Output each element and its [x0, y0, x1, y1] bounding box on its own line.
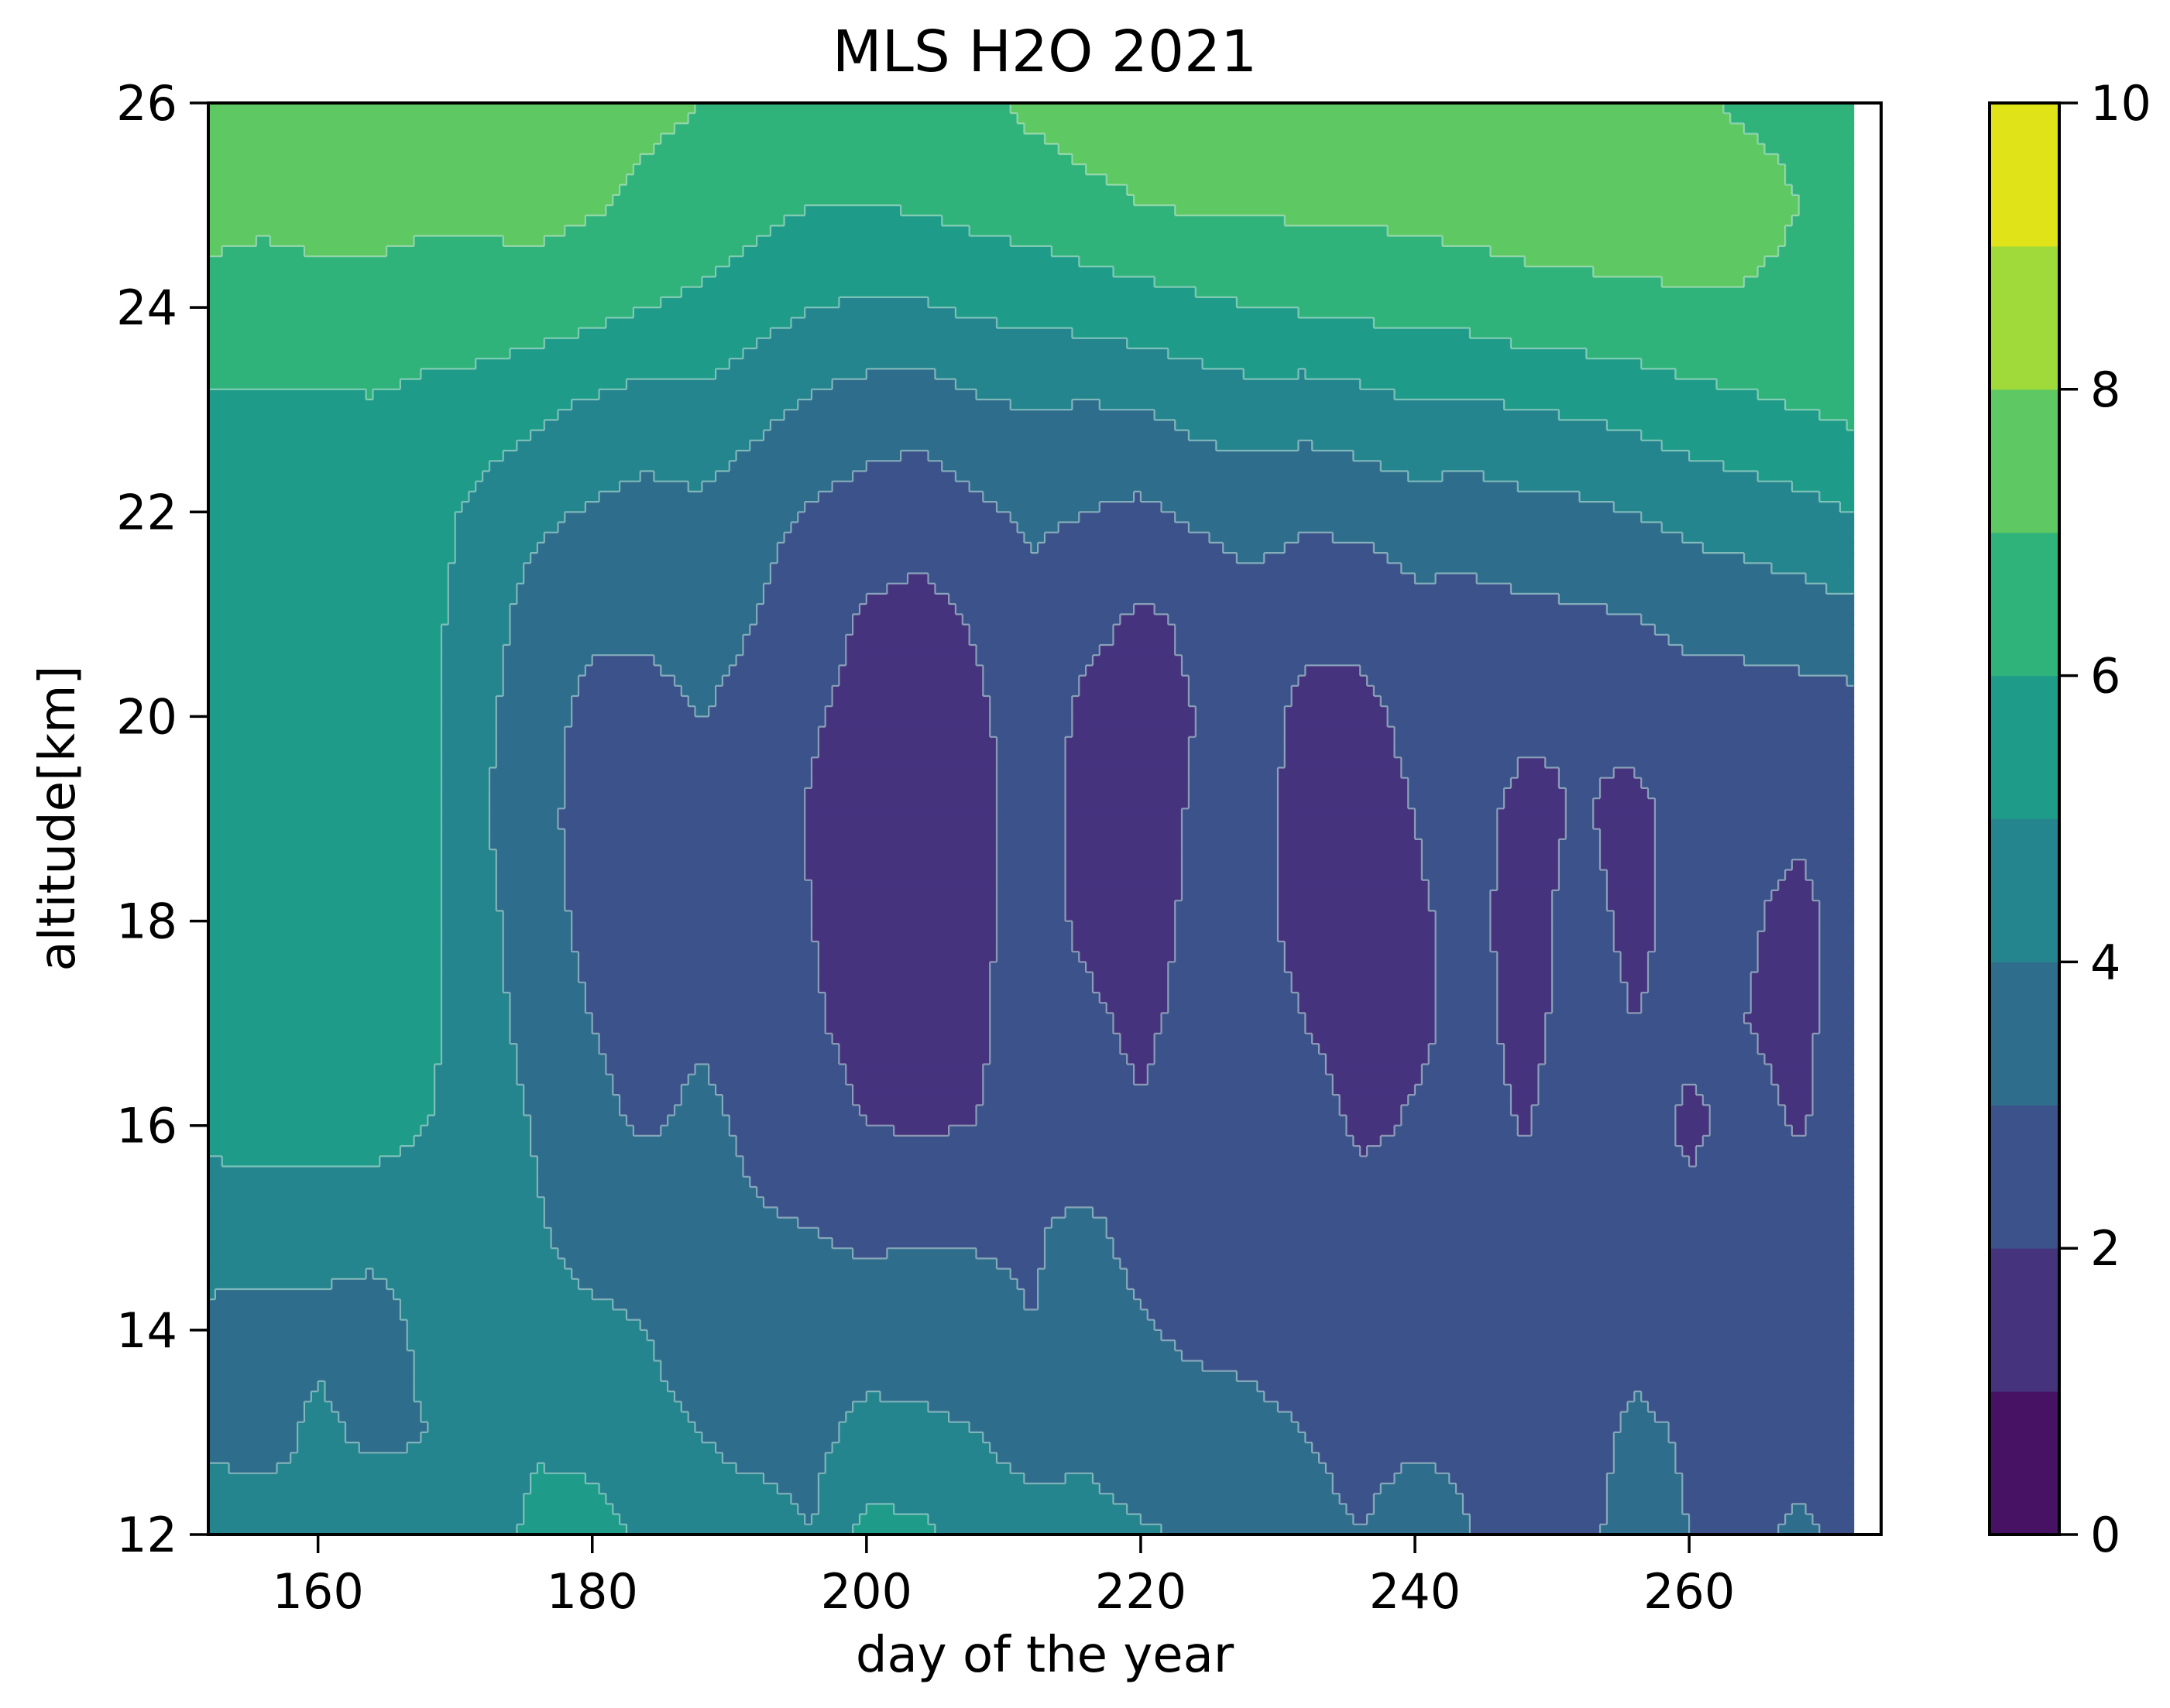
colorbar-band	[1990, 675, 2059, 819]
y-tick-label: 14	[116, 1302, 177, 1359]
colorbar-band	[1990, 245, 2059, 390]
plot-area-frame	[207, 101, 1883, 1536]
colorbar-band	[1990, 1391, 2059, 1535]
colorbar-band	[1990, 532, 2059, 677]
colorbar-ticks: 0 2 4 6 8 10	[2059, 75, 2151, 1563]
y-axis-ticks: 12 14 16 18 20 22 24 26	[116, 75, 208, 1563]
colorbar-band	[1990, 1248, 2059, 1392]
x-tick-label: 160	[272, 1563, 363, 1620]
y-tick-label: 24	[116, 280, 177, 336]
chart-title: MLS H2O 2021	[832, 19, 1258, 85]
x-axis-label: day of the year	[855, 1627, 1234, 1684]
x-tick-label: 260	[1643, 1563, 1735, 1620]
x-tick-label: 200	[821, 1563, 912, 1620]
contour-lines	[208, 103, 1854, 1535]
colorbar-tick-label: 8	[2090, 362, 2120, 418]
colorbar-band	[1990, 1105, 2059, 1249]
colorbar-band	[1990, 103, 2059, 247]
y-tick-label: 22	[116, 484, 177, 540]
y-tick-label: 12	[116, 1507, 177, 1563]
x-tick-label: 180	[547, 1563, 638, 1620]
y-tick-label: 26	[116, 75, 177, 132]
colorbar-band	[1990, 962, 2059, 1106]
colorbar-tick-label: 4	[2090, 934, 2120, 990]
x-tick-label: 240	[1369, 1563, 1461, 1620]
colorbar-band	[1990, 389, 2059, 533]
colorbar-tick-label: 2	[2090, 1220, 2120, 1277]
contour-fill	[208, 102, 1855, 1535]
x-tick-label: 220	[1095, 1563, 1186, 1620]
y-tick-label: 18	[116, 893, 177, 950]
x-axis-ticks: 160 180 200 220 240 260	[272, 1535, 1735, 1620]
colorbar-tick-label: 10	[2090, 75, 2151, 132]
y-axis-label: altitude[km]	[29, 665, 87, 972]
colorbar	[1988, 101, 2061, 1536]
y-tick-label: 16	[116, 1098, 177, 1154]
colorbar-tick-label: 0	[2090, 1507, 2120, 1563]
y-tick-label: 20	[116, 688, 177, 745]
colorbar-tick-label: 6	[2090, 648, 2120, 705]
colorbar-band	[1990, 818, 2059, 962]
